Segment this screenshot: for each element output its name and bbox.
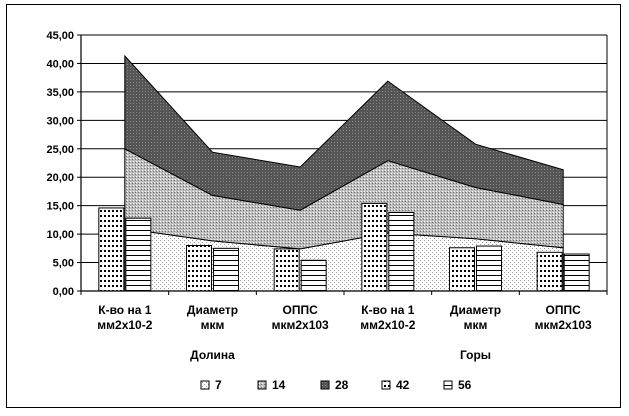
bar-42-5 <box>536 251 563 292</box>
bar-56-0 <box>125 217 152 292</box>
x-category-label: мм2х10-2 <box>360 318 415 332</box>
legend-label: 7 <box>215 378 222 392</box>
y-tick-label: 0,00 <box>53 286 74 298</box>
y-tick-labels: 0,00 5,00 10,00 15,00 20,00 25,00 30,00 35,00 40… <box>46 30 74 298</box>
y-tick-label: 20,00 <box>46 172 74 184</box>
y-tick-label: 5,00 <box>53 258 74 270</box>
legend-swatch-56 <box>443 380 453 390</box>
bar-42-2 <box>273 248 300 292</box>
bar-56-1 <box>213 247 239 292</box>
bar-56-4 <box>476 245 502 292</box>
area-series-28 <box>124 54 564 211</box>
y-tick-label: 40,00 <box>46 58 74 70</box>
y-tick-label: 10,00 <box>46 229 74 241</box>
x-category-label: К-во на 1 <box>361 303 414 317</box>
group-label: Горы <box>460 348 491 362</box>
x-category-label: мкм2х103 <box>272 318 329 332</box>
legend-swatch-42 <box>381 380 391 390</box>
legend-swatch-14 <box>257 380 267 390</box>
y-tick-label: 30,00 <box>46 115 74 127</box>
y-tick-label: 25,00 <box>46 144 74 156</box>
x-category-label: мкм2х103 <box>535 318 592 332</box>
legend-label: 28 <box>335 378 349 392</box>
legend-swatch-28 <box>320 380 330 390</box>
y-tick-label: 35,00 <box>46 87 74 99</box>
legend: 7 14 28 42 56 <box>200 378 472 392</box>
x-category-label: К-во на 1 <box>98 303 151 317</box>
x-category-label: Диаметр <box>450 303 501 317</box>
group-label: Долина <box>190 348 235 362</box>
x-category-label: Диаметр <box>187 303 238 317</box>
bar-42-3 <box>361 202 388 292</box>
x-category-label: мкм <box>201 318 225 332</box>
bar-series <box>98 202 590 292</box>
legend-swatch-7 <box>200 380 210 390</box>
x-category-label: ОППС <box>546 303 582 317</box>
x-category-labels: К-во на 1мм2х10-2ДиаметрмкмОППСмкм2х103К… <box>97 303 592 332</box>
bar-56-5 <box>563 253 590 292</box>
legend-label: 42 <box>396 378 410 392</box>
y-tick-label: 15,00 <box>46 201 74 213</box>
bar-56-2 <box>300 259 327 292</box>
axes <box>77 34 608 295</box>
legend-label: 56 <box>458 378 472 392</box>
x-category-label: мм2х10-2 <box>97 318 152 332</box>
bar-42-4 <box>449 247 475 292</box>
bar-56-3 <box>388 211 415 292</box>
x-category-label: ОППС <box>283 303 319 317</box>
bar-42-0 <box>98 207 125 292</box>
legend-label: 14 <box>272 378 286 392</box>
bar-42-1 <box>186 244 212 292</box>
x-category-label: мкм <box>464 318 488 332</box>
group-labels: Долина Горы <box>190 348 491 362</box>
y-tick-label: 45,00 <box>46 30 74 42</box>
